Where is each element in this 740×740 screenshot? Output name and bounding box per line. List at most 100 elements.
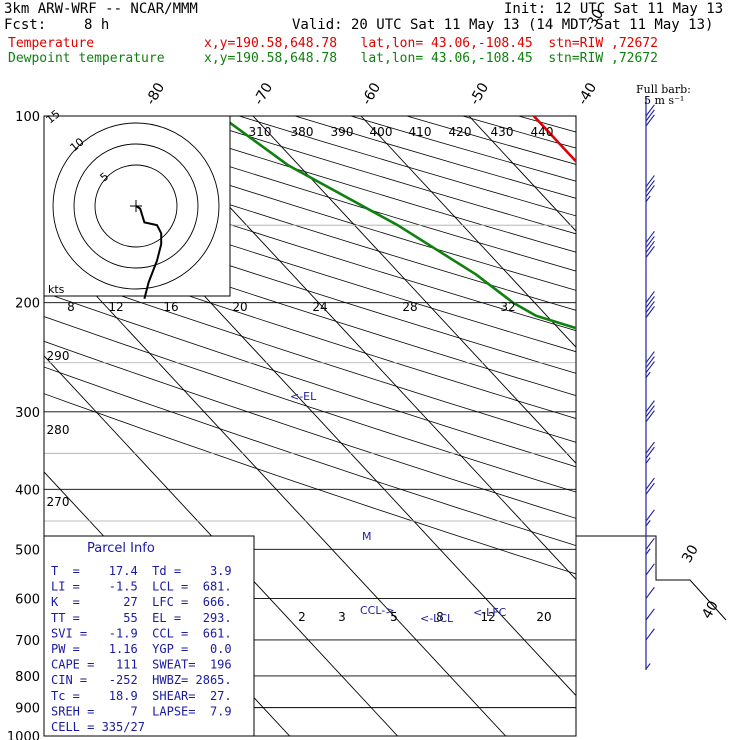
hodograph-ring (94, 164, 178, 248)
parcel-info-row: K = 27 LFC = 666. (51, 595, 232, 609)
dry-adiabat-label: 280 (47, 423, 70, 437)
mixing-ratio-label: 24 (312, 300, 327, 314)
mixing-ratio-label: 32 (500, 300, 515, 314)
wind-barb (645, 628, 655, 641)
wind-barb-flag (645, 446, 655, 459)
pressure-tick-label: 200 (15, 297, 40, 312)
mixing-ratio-label: 20 (536, 610, 551, 624)
parcel-info-row: LI = -1.5 LCL = 681. (51, 580, 232, 594)
wind-barb (645, 231, 655, 258)
mixing-ratio-label: 2 (298, 610, 306, 624)
pressure-tick-label: 900 (15, 702, 40, 717)
wind-barb-flag (645, 175, 655, 187)
hodograph-ring (73, 143, 199, 269)
legend-dewpoint-info: x,y=190.58,648.78 lat,lon= 43.06,-108.45… (204, 51, 658, 66)
temperature-tick-label: -80 (143, 80, 168, 108)
parcel-info-row: CELL = 335/27 (51, 720, 145, 734)
barb-legend-value: 5 m s⁻¹ (644, 94, 684, 107)
wind-barb-flag (645, 537, 655, 550)
isotherm (360, 116, 576, 348)
isotherm (685, 116, 740, 736)
dry-adiabat (294, 116, 576, 199)
dewpoint-trace (219, 116, 576, 330)
wind-barb (645, 608, 655, 621)
header-init: Init: 12 UTC Sat 11 May 13 (504, 1, 724, 17)
temperature-tick-label: 40 (699, 598, 722, 621)
isotherm (577, 116, 740, 736)
isotherm (468, 116, 576, 232)
wind-barb-flag (645, 296, 655, 308)
wind-barb-flag (645, 520, 651, 527)
hodograph-unit-label: kts (48, 283, 65, 296)
wind-barb (645, 509, 655, 527)
legend-dewpoint-label: Dewpoint temperature (8, 51, 165, 66)
hodograph-ring (52, 122, 220, 290)
wind-barb (645, 663, 651, 670)
theta-label: 430 (491, 125, 514, 139)
wind-barb-flag (645, 180, 655, 192)
parcel-info-row: T = 17.4 Td = 3.9 (51, 564, 232, 578)
level-marker-label: <-LFC (473, 606, 507, 619)
wind-barb (645, 175, 655, 202)
plot-frame-extension (575, 480, 727, 621)
wind-barb-flag (645, 236, 655, 248)
isotherm (44, 238, 506, 736)
plot-frame (43, 115, 577, 737)
isotherm (252, 116, 576, 464)
temperature-tick-label: -40 (575, 80, 600, 108)
pressure-tick-label: 600 (15, 592, 40, 607)
dry-adiabat (631, 116, 740, 736)
pressure-tick-label: 500 (15, 543, 40, 558)
legend-temperature-label: Temperature (8, 36, 95, 51)
parcel-info-row: PW = 1.16 YGP = 0.0 (51, 642, 232, 656)
pressure-tick-label: 300 (15, 406, 40, 421)
wind-barb (645, 563, 655, 576)
dry-adiabat (406, 116, 576, 165)
wind-barb (645, 441, 655, 464)
wind-barb (645, 477, 655, 495)
mixing-ratio-label: 12 (480, 610, 495, 624)
wind-barb-flag (645, 663, 651, 670)
pressure-tick-label: 400 (15, 483, 40, 498)
dry-adiabat-label: 290 (47, 349, 70, 363)
wind-barb-flag (645, 109, 655, 122)
wind-barb (645, 586, 655, 599)
wind-barb-flag (645, 509, 655, 522)
wind-barb-flag (645, 482, 655, 495)
wind-barb-flag (645, 457, 651, 464)
wind-barb-flag (645, 231, 655, 243)
wind-barb (645, 351, 655, 379)
wind-barb-flag (645, 185, 655, 197)
wind-barb (645, 537, 655, 555)
barb-legend-title: Full barb: (636, 83, 691, 96)
mixing-ratio-label: 3 (338, 610, 346, 624)
wind-barb (645, 400, 655, 423)
theta-label: 410 (409, 125, 432, 139)
isotherm (144, 116, 576, 581)
wind-barb-flag (645, 306, 655, 318)
wind-barb-flag (645, 548, 651, 555)
wind-barb-flag (645, 371, 651, 379)
temperature-tick-label: -60 (359, 80, 384, 108)
wind-barb-flag (645, 301, 655, 313)
level-marker-label: M (362, 530, 372, 543)
mixing-ratio-label: 16 (163, 300, 178, 314)
mixing-ratio-label: 20 (232, 300, 247, 314)
parcel-info-title: Parcel Info (87, 541, 155, 556)
level-marker-label: <-LCL (420, 612, 454, 625)
header-fcst-label: Fcst: (4, 17, 47, 33)
wind-barb-flag (645, 195, 651, 202)
wind-barb-flag (645, 441, 655, 454)
pressure-tick-label: 1000 (7, 730, 40, 740)
mixing-ratio-label: 8 (67, 300, 75, 314)
level-marker-label: <-EL (290, 390, 317, 403)
wind-barb-flag (645, 351, 655, 364)
parcel-info-row: TT = 55 EL = 293. (51, 611, 232, 625)
temperature-tick-label: -70 (251, 80, 276, 108)
wind-barb-flag (645, 114, 655, 127)
parcel-info-row: CIN = -252 HWBZ= 2865. (51, 673, 232, 687)
theta-label: 380 (291, 125, 314, 139)
dry-adiabat (686, 116, 740, 736)
pressure-tick-label: 700 (15, 634, 40, 649)
